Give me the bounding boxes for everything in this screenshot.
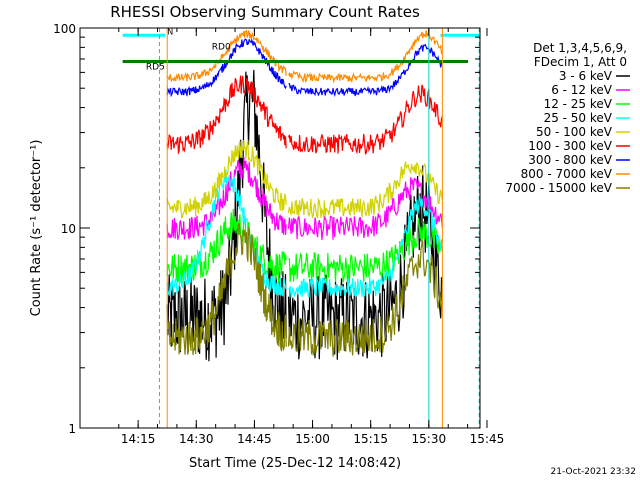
legend: Det 1,3,4,5,6,9, FDecim 1, Att 0 3 - 6 k… [505,41,630,195]
legend-label-6: 300 - 800 keV [528,153,612,167]
y-tick-label-0: 1 [68,422,76,436]
y-tick-label-2: 100 [53,22,76,36]
series-7-segment-1 [287,30,443,84]
plot-series: RD0 RD5 N [122,27,480,428]
series-1-segment-1 [287,177,443,240]
annotation-n: N [167,27,173,36]
annotation-rd0: RD0 [212,43,231,53]
series-5-segment-1 [287,84,443,155]
legend-label-2: 12 - 25 keV [544,97,613,111]
plot-ticks: 14:15 14:30 14:45 15:00 15:15 15:30 15:45 1 10 10… [53,22,504,446]
series-2-segment-0 [166,208,287,284]
legend-label-5: 100 - 300 keV [528,139,612,153]
series-0-segment-1 [287,165,443,360]
legend-label-4: 50 - 100 keV [536,125,613,139]
y-axis-label: Count Rate (s⁻¹ detector⁻¹) [29,140,44,317]
legend-label-0: 3 - 6 keV [559,69,613,83]
series-8-segment-1 [287,240,443,357]
timestamp: 21-Oct-2021 23:32 [551,467,636,477]
series-4-segment-0 [166,139,287,219]
y-tick-label-1: 10 [61,222,76,236]
series-8-segment-0 [166,222,287,355]
series-2-segment-1 [288,217,443,284]
legend-label-8: 7000 - 15000 keV [505,181,612,195]
legend-label-7: 800 - 7000 keV [521,167,613,181]
series-4-segment-1 [287,161,443,219]
legend-header-2: FDecim 1, Att 0 [534,55,627,69]
series-5-segment-0 [166,75,287,155]
series-3-segment-0 [166,169,287,297]
x-tick-label-4: 15:15 [353,432,388,446]
legend-label-1: 6 - 12 keV [551,83,613,97]
x-tick-label-2: 14:45 [237,432,272,446]
chart-title: RHESSI Observing Summary Count Rates [110,3,420,21]
legend-header-1: Det 1,3,4,5,6,9, [533,41,627,55]
series-6-segment-1 [288,43,443,98]
x-tick-label-0: 14:15 [121,432,156,446]
x-axis-label: Start Time (25-Dec-12 14:08:42) [189,456,401,471]
series-7-segment-0 [167,29,287,82]
series-0-segment-0 [166,69,287,362]
series-3-segment-1 [288,195,443,298]
series-1-segment-0 [166,157,287,241]
x-tick-label-3: 15:00 [295,432,330,446]
x-tick-label-6: 15:45 [470,432,505,446]
annotation-rd5: RD5 [146,63,165,73]
legend-label-3: 25 - 50 keV [544,111,613,125]
x-tick-label-5: 15:30 [412,432,447,446]
x-tick-label-1: 14:30 [179,432,214,446]
